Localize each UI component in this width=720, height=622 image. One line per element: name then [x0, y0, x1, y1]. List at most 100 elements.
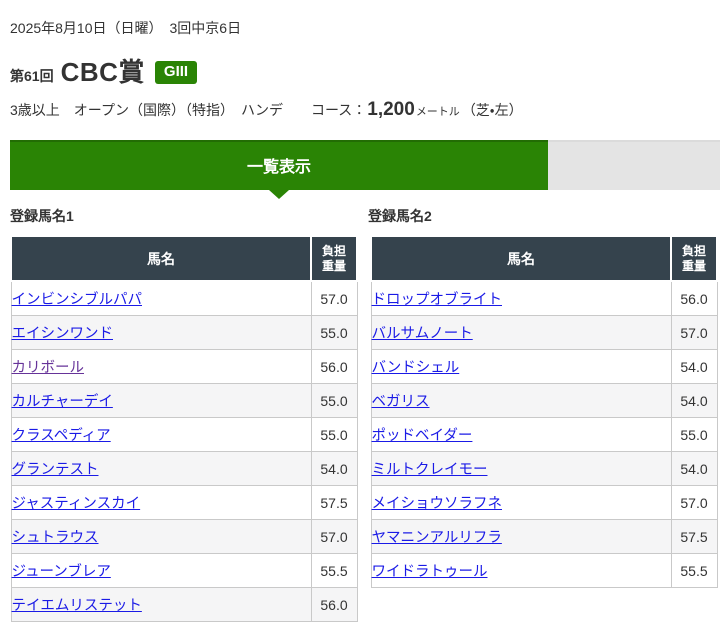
table-row: クラスペディア 55.0: [10, 417, 358, 452]
horse-name-cell: ヤマニンアルリフラ: [370, 519, 672, 554]
horse-name-cell: クラスペディア: [10, 417, 312, 452]
horse-name-cell: ミルトクレイモー: [370, 451, 672, 486]
course-label: コース：: [310, 102, 367, 118]
race-title-row: 第61回 CBC賞 GIII: [10, 52, 710, 89]
course-unit: メートル: [415, 106, 460, 118]
active-tab-arrow-icon: [269, 190, 289, 199]
horse-name-cell: シュトラウス: [10, 519, 312, 554]
table-row: ワイドラトゥール 55.5: [370, 553, 718, 588]
horse-link[interactable]: ジャスティンスカイ: [11, 496, 141, 512]
horse-link[interactable]: テイエムリステット: [11, 598, 142, 614]
weight-cell: 57.0: [670, 485, 718, 520]
horse-name-cell: カリボール: [10, 349, 312, 384]
horse-link[interactable]: ワイドラトゥール: [371, 564, 488, 580]
horse-link[interactable]: エイシンワンド: [11, 326, 114, 342]
table-row: シュトラウス 57.0: [10, 519, 358, 554]
weight-cell: 57.5: [310, 485, 358, 520]
horse-link[interactable]: メイショウソラフネ: [371, 496, 503, 512]
weight-cell: 54.0: [670, 349, 718, 384]
horse-link[interactable]: ドロップオブライト: [371, 292, 503, 308]
course-detail: （芝・左）: [461, 102, 523, 118]
race-conditions: 3歳以上 オープン（国際）（特指） ハンデ: [10, 102, 283, 118]
entry-tables: 馬名 負担 重量 インビンシブルパパ 57.0 エイシンワンド 55.0 カリボ…: [0, 235, 720, 622]
table-row: ドロップオブライト 56.0: [370, 280, 718, 316]
horse-name-cell: ベガリス: [370, 383, 672, 418]
weight-cell: 55.0: [310, 417, 358, 452]
horse-link[interactable]: カリボール: [11, 360, 85, 376]
weight-cell: 57.0: [310, 519, 358, 554]
table-row: グランテスト 54.0: [10, 451, 358, 486]
weight-cell: 55.0: [310, 383, 358, 418]
horse-link[interactable]: ヤマニンアルリフラ: [371, 530, 502, 546]
table-row: ヤマニンアルリフラ 57.5: [370, 519, 718, 554]
weight-cell: 54.0: [670, 383, 718, 418]
horse-link[interactable]: ジューンブレア: [11, 564, 111, 580]
horse-name-column-header: 馬名: [10, 235, 312, 282]
weight-cell: 57.0: [310, 280, 358, 316]
horse-name-cell: ジャスティンスカイ: [10, 485, 312, 520]
race-name: CBC賞: [60, 57, 145, 87]
entry-table-2: 馬名 負担 重量 ドロップオブライト 56.0 バルサムノート 57.0 バンド…: [370, 235, 718, 588]
weight-cell: 54.0: [670, 451, 718, 486]
weight-column-header: 負担 重量: [310, 235, 358, 282]
race-date: 2025年8月10日（日曜） 3回中京6日: [10, 20, 242, 36]
horse-link[interactable]: バルサムノート: [371, 326, 473, 342]
table-header-row: 馬名 負担 重量: [370, 235, 718, 282]
tab-bar-filler: [548, 140, 720, 190]
horse-name-cell: ドロップオブライト: [370, 280, 672, 316]
weight-cell: 57.0: [670, 315, 718, 350]
horse-name-column-header: 馬名: [370, 235, 672, 282]
horse-name-cell: ワイドラトゥール: [370, 553, 672, 588]
table-row: テイエムリステット 56.0: [10, 587, 358, 622]
horse-link[interactable]: ベガリス: [371, 394, 430, 410]
horse-name-cell: バルサムノート: [370, 315, 672, 350]
horse-name-cell: バンドシェル: [370, 349, 672, 384]
horse-link[interactable]: グランテスト: [11, 462, 99, 478]
race-number: 第61回: [10, 68, 54, 84]
horse-link[interactable]: カルチャーデイ: [11, 394, 113, 410]
horse-link[interactable]: シュトラウス: [11, 530, 99, 546]
table-row: カルチャーデイ 55.0: [10, 383, 358, 418]
table-row: ベガリス 54.0: [370, 383, 718, 418]
horse-link[interactable]: バンドシェル: [371, 360, 460, 376]
table-titles-row: 登録馬名1 登録馬名2: [0, 206, 720, 226]
tab-list-view[interactable]: 一覧表示: [10, 140, 548, 190]
weight-cell: 56.0: [310, 587, 358, 622]
table-row: バンドシェル 54.0: [370, 349, 718, 384]
horse-name-cell: インビンシブルパパ: [10, 280, 312, 316]
weight-cell: 56.0: [670, 280, 718, 316]
weight-cell: 57.5: [670, 519, 718, 554]
horse-name-cell: エイシンワンド: [10, 315, 312, 350]
table-row: ミルトクレイモー 54.0: [370, 451, 718, 486]
grade-badge: GIII: [154, 61, 198, 84]
weight-cell: 55.5: [670, 553, 718, 588]
table-row: カリボール 56.0: [10, 349, 358, 384]
table-row: バルサムノート 57.0: [370, 315, 718, 350]
horse-link[interactable]: ミルトクレイモー: [371, 462, 488, 478]
table-row: ジャスティンスカイ 57.5: [10, 485, 358, 520]
course-distance: 1,200: [367, 99, 415, 120]
horse-name-cell: グランテスト: [10, 451, 312, 486]
weight-column-header: 負担 重量: [670, 235, 718, 282]
horse-name-cell: ジューンブレア: [10, 553, 312, 588]
horse-link[interactable]: ポッドベイダー: [371, 428, 473, 444]
weight-cell: 55.5: [310, 553, 358, 588]
weight-cell: 54.0: [310, 451, 358, 486]
horse-link[interactable]: インビンシブルパパ: [11, 292, 143, 308]
table-row: ジューンブレア 55.5: [10, 553, 358, 588]
horse-link[interactable]: クラスペディア: [11, 428, 111, 444]
table-row: ポッドベイダー 55.0: [370, 417, 718, 452]
weight-cell: 55.0: [310, 315, 358, 350]
horse-name-cell: メイショウソラフネ: [370, 485, 672, 520]
table-row: メイショウソラフネ 57.0: [370, 485, 718, 520]
weight-cell: 55.0: [670, 417, 718, 452]
table-row: エイシンワンド 55.0: [10, 315, 358, 350]
race-header: 2025年8月10日（日曜） 3回中京6日 第61回 CBC賞 GIII 3歳以…: [0, 0, 720, 121]
horse-name-cell: テイエムリステット: [10, 587, 312, 622]
entry-table-1: 馬名 負担 重量 インビンシブルパパ 57.0 エイシンワンド 55.0 カリボ…: [10, 235, 358, 622]
table-row: インビンシブルパパ 57.0: [10, 280, 358, 316]
race-conditions-row: 3歳以上 オープン（国際）（特指） ハンデ コース： 1,200 メートル （芝…: [10, 99, 710, 121]
view-tab-bar: 一覧表示: [10, 140, 720, 199]
horse-name-cell: カルチャーデイ: [10, 383, 312, 418]
